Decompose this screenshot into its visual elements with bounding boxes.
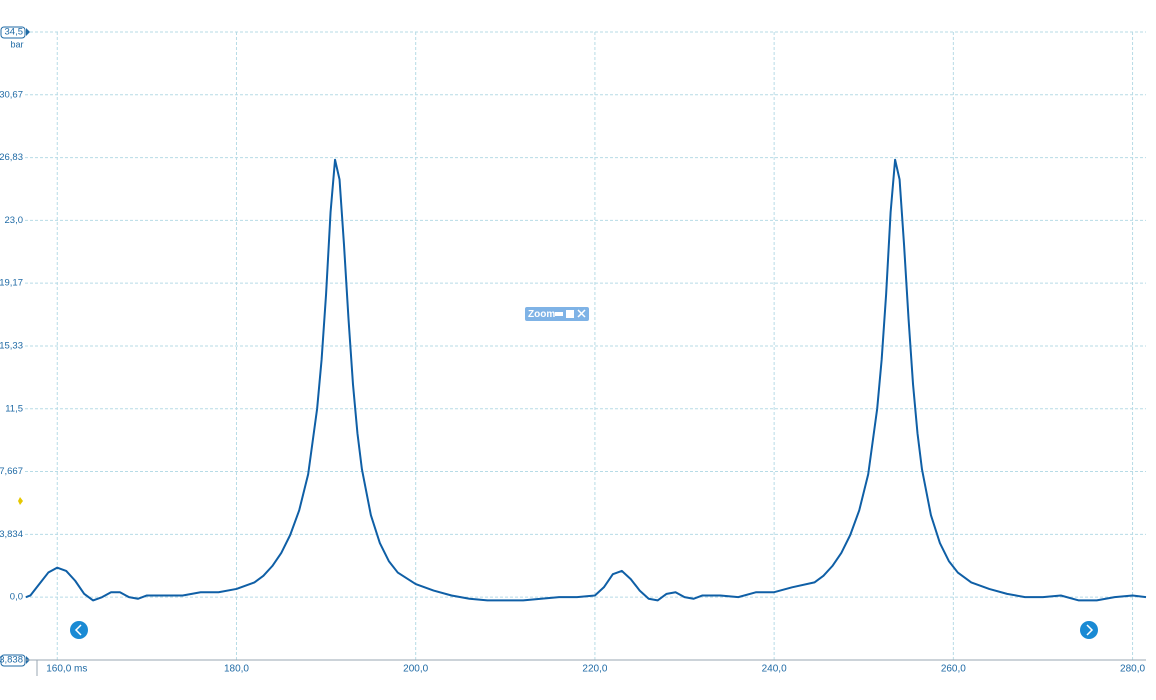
scroll-right-icon xyxy=(1086,624,1094,636)
y-tick-label: 30,67 xyxy=(0,89,23,100)
x-tick-label: 240,0 xyxy=(762,664,787,675)
x-tick-label: 280,0 xyxy=(1120,664,1145,675)
y-tick-label: 11,5 xyxy=(5,403,23,414)
zoom-widget[interactable]: Zoom xyxy=(525,307,589,321)
y-tick-label: 7,667 xyxy=(0,466,23,477)
x-tick-label: 160,0 ms xyxy=(46,664,87,675)
zoom-close[interactable] xyxy=(577,309,586,318)
y-tick-label: 34,5 xyxy=(5,27,24,38)
x-tick-label: 180,0 xyxy=(224,664,249,675)
scroll-left[interactable] xyxy=(70,621,88,639)
scroll-right[interactable] xyxy=(1080,621,1098,639)
y-tick-label: 15,33 xyxy=(0,341,23,352)
x-tick-label: 260,0 xyxy=(941,664,966,675)
waveform xyxy=(25,158,1147,602)
scroll-left-button[interactable] xyxy=(70,621,88,639)
y-tick-label: 0,0 xyxy=(10,592,23,603)
zoom-minimize[interactable] xyxy=(555,312,563,316)
zoom-maximize[interactable] xyxy=(566,310,574,318)
y-unit: bar xyxy=(10,39,23,49)
zoom-label: Zoom xyxy=(528,309,555,320)
y-tick-label: -3,838 xyxy=(0,655,23,666)
x-tick-label: 220,0 xyxy=(582,664,607,675)
y-tick-label: 19,17 xyxy=(0,278,23,289)
y-tick-label: 26,83 xyxy=(0,152,23,163)
trigger-marker xyxy=(18,497,23,505)
scale-handle-arrow xyxy=(26,28,30,36)
x-tick-label: 200,0 xyxy=(403,664,428,675)
scroll-right-button[interactable] xyxy=(1080,621,1098,639)
y-tick-label: 23,0 xyxy=(5,215,24,226)
scroll-left-icon xyxy=(74,624,82,636)
y-tick-label: 3,834 xyxy=(0,529,23,540)
scale-handle xyxy=(0,26,26,39)
